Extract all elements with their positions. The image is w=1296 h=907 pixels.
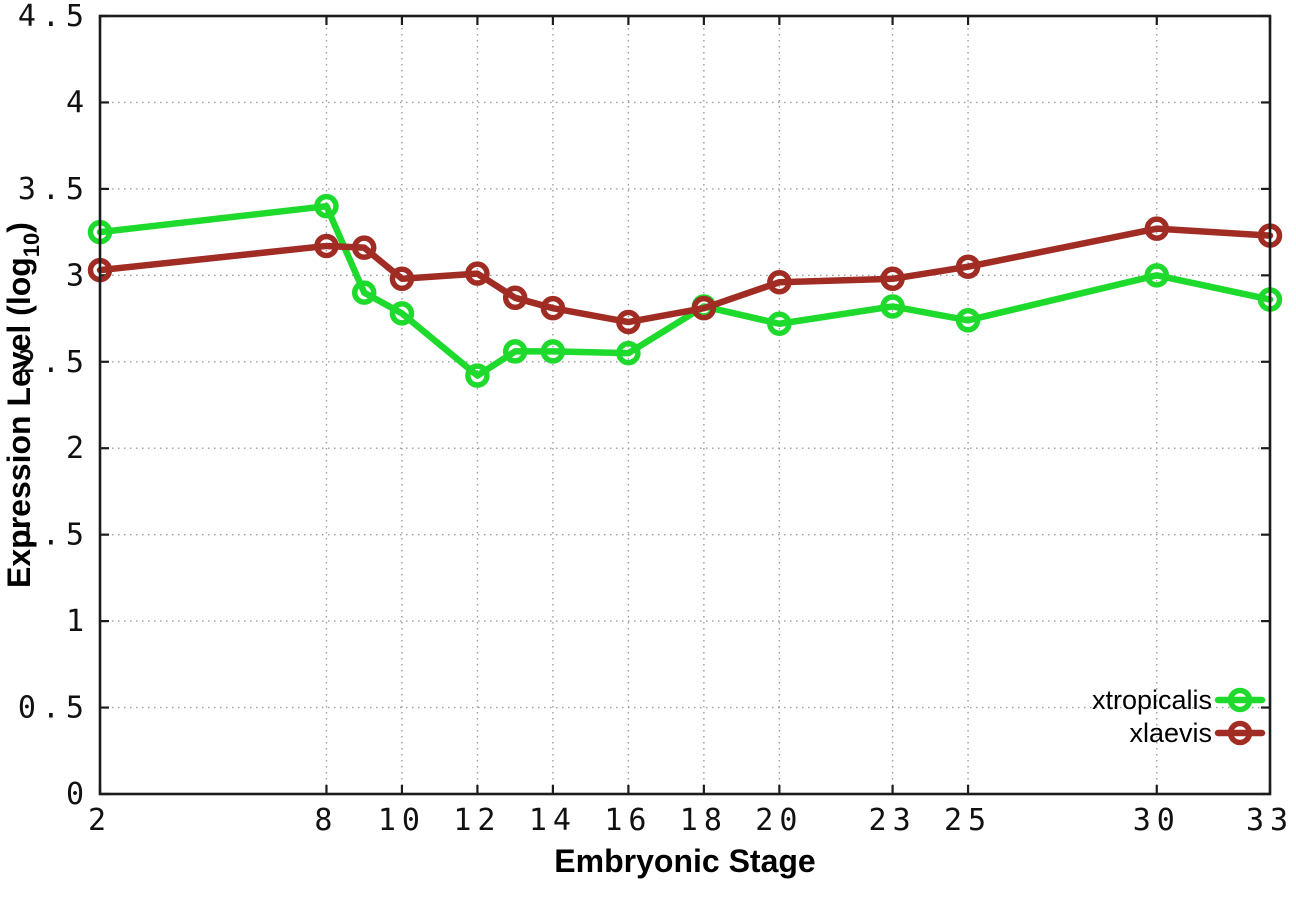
- y-tick-label: 4: [66, 85, 90, 120]
- x-tick-label: 8: [314, 803, 338, 838]
- series-xtropicalis-marker: [880, 294, 905, 319]
- x-tick-label: 23: [869, 803, 917, 838]
- y-axis-title: Expression Level (log10): [1, 222, 44, 588]
- series-xtropicalis-line: [96, 202, 1274, 379]
- y-axis-title-subscript: 10: [19, 233, 44, 257]
- series-xtropicalis-marker: [767, 311, 792, 336]
- series-xlaevis-marker: [502, 285, 528, 311]
- series-xlaevis-marker: [465, 261, 490, 286]
- series-xlaevis-marker: [955, 254, 981, 279]
- series-xlaevis-marker: [767, 269, 792, 295]
- series-xlaevis-marker: [540, 295, 566, 321]
- x-tick-label: 30: [1133, 803, 1181, 838]
- series-xtropicalis-marker: [502, 339, 528, 364]
- series-xlaevis-marker: [389, 266, 415, 292]
- plot-border: [98, 14, 1272, 796]
- tick-label-layer: 2 8 10 12 14 16 18 20 23 25 30 33 0 0.5 1 1.5 2 2.5 3 3.5 4 4…: [18, 0, 1294, 838]
- y-tick-label: 3: [66, 258, 90, 293]
- y-axis-title-main: Expression Level (log: [1, 257, 37, 588]
- legend: xtropicalis xlaevis: [1092, 685, 1266, 748]
- series-xlaevis-marker: [351, 235, 377, 260]
- x-tick-label: 25: [944, 803, 992, 838]
- series-xtropicalis-marker: [314, 193, 339, 219]
- legend-label-xlaevis: xlaevis: [1129, 718, 1212, 748]
- y-tick-label: 1.5: [18, 518, 90, 553]
- y-tick-label: 1: [66, 604, 90, 639]
- x-tick-label: 20: [755, 803, 803, 838]
- y-tick-label: 4.5: [18, 0, 90, 34]
- x-tick-label: 18: [680, 803, 728, 838]
- y-tick-label: 0: [66, 777, 90, 812]
- series-xtropicalis-marker: [540, 339, 566, 364]
- series-xtropicalis-marker: [616, 340, 641, 366]
- y-tick-label: 2.5: [18, 345, 90, 380]
- x-tick-label: 12: [453, 803, 501, 838]
- series-xtropicalis-marker: [465, 363, 490, 388]
- y-tick-label: 3.5: [18, 172, 90, 207]
- y-tick-label: 2: [66, 431, 90, 466]
- legend-sample-xlaevis-marker: [1227, 720, 1253, 746]
- legend-sample-xtropicalis-marker: [1227, 687, 1253, 713]
- series-xtropicalis-marker: [389, 301, 415, 326]
- tick-layer: [98, 14, 1272, 796]
- series-layer: [87, 193, 1283, 388]
- legend-label-xtropicalis: xtropicalis: [1092, 685, 1212, 715]
- grid-layer: [99, 15, 1271, 795]
- x-tick-label: 33: [1246, 803, 1294, 838]
- x-tick-label: 16: [604, 803, 652, 838]
- series-xtropicalis-marker: [1144, 263, 1170, 288]
- series-xlaevis-marker: [616, 309, 641, 335]
- series-xlaevis-marker: [880, 266, 905, 292]
- y-axis-title-close: ): [1, 222, 37, 233]
- series-xtropicalis-marker: [351, 280, 377, 305]
- x-tick-label: 14: [529, 803, 577, 838]
- x-tick-label: 10: [378, 803, 426, 838]
- x-tick-label: 2: [88, 803, 112, 838]
- x-axis-title: Embryonic Stage: [554, 843, 815, 879]
- y-tick-label: 0.5: [18, 691, 90, 726]
- series-xlaevis-marker: [691, 295, 717, 321]
- series-xlaevis-marker: [1144, 216, 1170, 241]
- series-xtropicalis-marker: [955, 308, 981, 333]
- series-xlaevis-marker: [314, 233, 339, 259]
- legend-samples: [1214, 687, 1266, 746]
